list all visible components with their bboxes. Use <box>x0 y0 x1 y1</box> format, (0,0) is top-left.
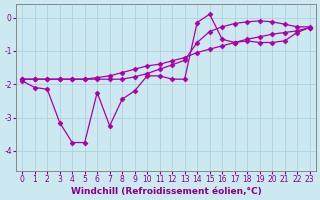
X-axis label: Windchill (Refroidissement éolien,°C): Windchill (Refroidissement éolien,°C) <box>70 187 261 196</box>
